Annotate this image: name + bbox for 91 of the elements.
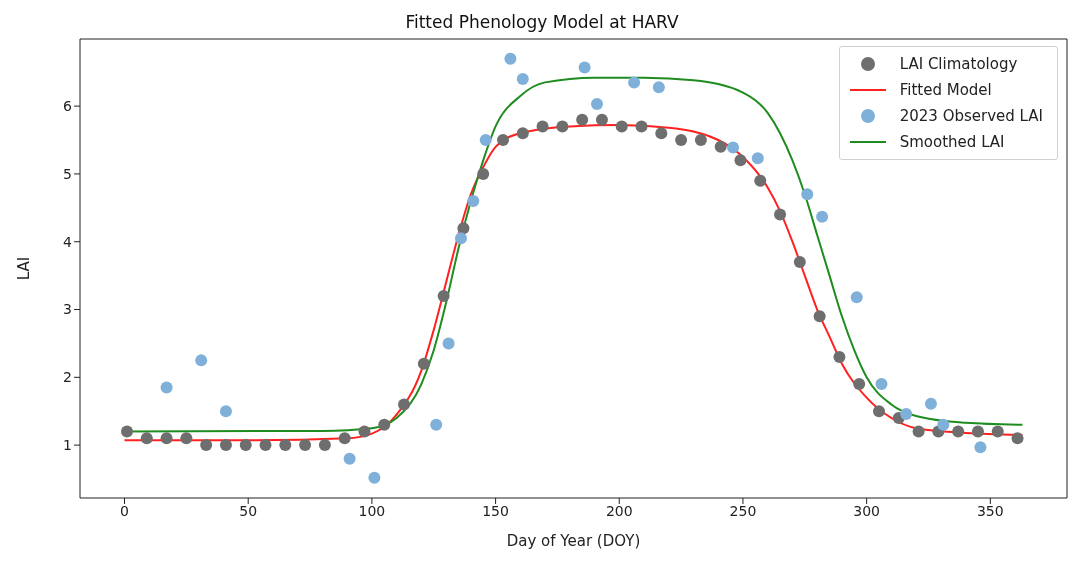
point (398, 398, 411, 411)
point (912, 425, 925, 438)
x-tick-label: 50 (239, 502, 258, 519)
point (219, 405, 232, 418)
point (417, 357, 430, 370)
point (279, 439, 292, 452)
x-tick-label: 300 (853, 502, 880, 519)
point (195, 354, 208, 367)
x-tick-label: 250 (729, 502, 757, 519)
point (924, 397, 937, 410)
point (1011, 432, 1024, 445)
chart-title: Fitted Phenology Model at HARV (404, 12, 680, 32)
point (454, 232, 467, 245)
point (160, 381, 173, 394)
point (457, 222, 470, 235)
point (591, 98, 603, 111)
point (578, 61, 591, 74)
point (239, 439, 252, 452)
point (652, 81, 665, 94)
point (477, 167, 490, 180)
point (635, 120, 648, 133)
x-tick-label: 350 (976, 502, 1004, 519)
point (952, 425, 965, 438)
point (853, 378, 866, 391)
point (813, 310, 826, 323)
point (774, 208, 787, 221)
point (556, 120, 569, 133)
y-tick-label: 4 (63, 233, 73, 250)
y-tick-label: 2 (63, 369, 72, 386)
point (437, 289, 450, 302)
point (200, 439, 213, 452)
x-tick-label: 150 (482, 502, 509, 519)
y-tick-label: 3 (63, 301, 72, 318)
point (937, 418, 950, 431)
point (368, 471, 381, 484)
point (628, 76, 641, 89)
point (299, 439, 312, 452)
y-tick-label: 1 (63, 437, 72, 454)
point (160, 432, 173, 445)
point (358, 425, 371, 438)
point (259, 439, 272, 452)
point (595, 113, 608, 126)
point (991, 425, 1004, 438)
point (900, 407, 913, 420)
point (974, 441, 987, 454)
point (516, 127, 529, 140)
point (318, 439, 331, 452)
x-tick-label: 100 (358, 502, 386, 519)
point (615, 120, 628, 133)
point (971, 425, 984, 438)
point (714, 140, 727, 153)
x-tick-label: 200 (605, 502, 633, 519)
legend-label: 2023 Observed LAI (899, 107, 1043, 125)
y-tick-label: 6 (63, 98, 73, 115)
point (467, 195, 480, 208)
legend-label: Fitted Model (899, 81, 992, 99)
y-axis-title: LAI (15, 256, 34, 281)
point (875, 378, 888, 391)
point (180, 432, 193, 445)
point (734, 154, 747, 167)
point (655, 127, 668, 140)
point (536, 120, 549, 133)
point (378, 418, 391, 431)
x-axis-title: Day of Year (DOY) (506, 532, 641, 550)
point (850, 291, 863, 304)
point (430, 418, 443, 431)
legend-label: Smoothed LAI (899, 133, 1005, 151)
point (793, 256, 806, 269)
point (816, 210, 829, 223)
point (442, 337, 455, 350)
point (751, 152, 764, 165)
point (504, 52, 517, 65)
point (343, 452, 356, 465)
point (516, 73, 529, 85)
point (219, 439, 232, 452)
point (873, 405, 885, 418)
y-tick-label: 5 (63, 165, 72, 182)
point (675, 134, 688, 147)
point (833, 350, 846, 363)
point (338, 432, 351, 445)
point (727, 141, 740, 154)
legend-label: LAI Climatology (899, 55, 1018, 73)
x-tick-label: 0 (120, 502, 129, 519)
point (121, 425, 133, 438)
point (140, 432, 153, 445)
point (497, 134, 509, 147)
point (576, 113, 589, 126)
point (754, 174, 767, 187)
point (801, 188, 814, 201)
point (694, 134, 707, 147)
point (479, 134, 492, 147)
